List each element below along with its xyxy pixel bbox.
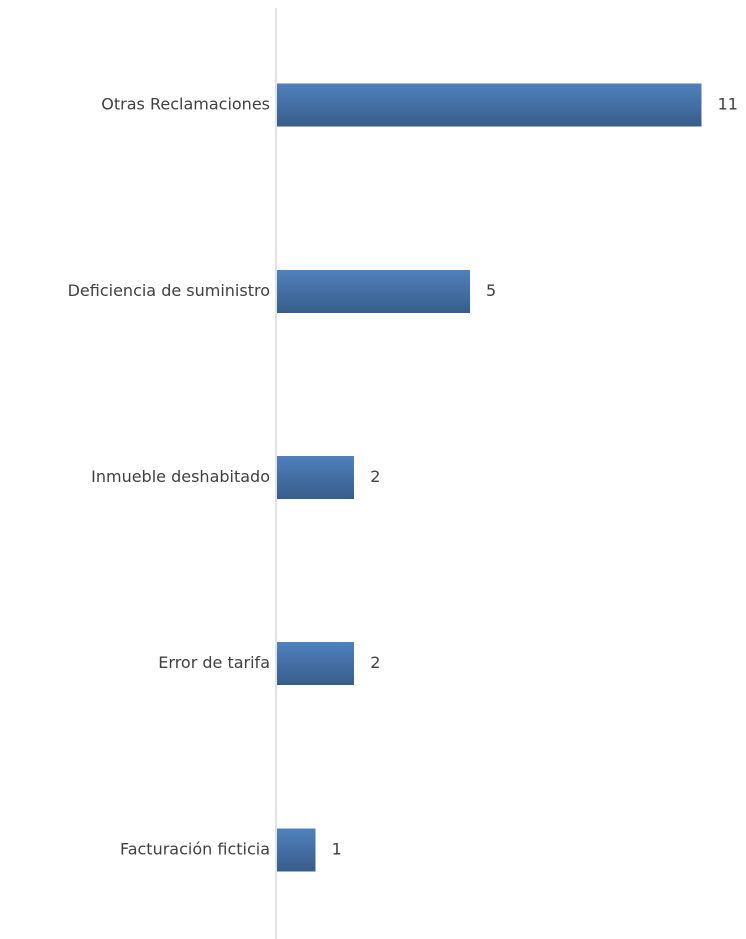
data-labels-group: 11 5 2 2 1 xyxy=(332,95,738,859)
data-label-4: 1 xyxy=(332,839,342,858)
bar-4 xyxy=(277,828,316,871)
bars-group xyxy=(277,84,702,872)
category-label-0: Otras Reclamaciones xyxy=(101,95,270,114)
category-labels-group: Otras Reclamaciones Deficiencia de sumini… xyxy=(68,95,270,859)
category-label-1: Deficiencia de suministro xyxy=(68,281,270,300)
category-label-4: Facturación ficticia xyxy=(120,839,270,858)
category-label-2: Inmueble deshabitado xyxy=(91,467,270,486)
bar-1 xyxy=(277,270,470,313)
category-label-3: Error de tarifa xyxy=(158,653,270,672)
data-label-2: 2 xyxy=(370,467,380,486)
data-label-1: 5 xyxy=(486,281,496,300)
data-label-3: 2 xyxy=(370,653,380,672)
data-label-0: 11 xyxy=(718,95,738,114)
bar-3 xyxy=(277,642,354,685)
bar-0 xyxy=(277,84,702,127)
bar-2 xyxy=(277,456,354,499)
